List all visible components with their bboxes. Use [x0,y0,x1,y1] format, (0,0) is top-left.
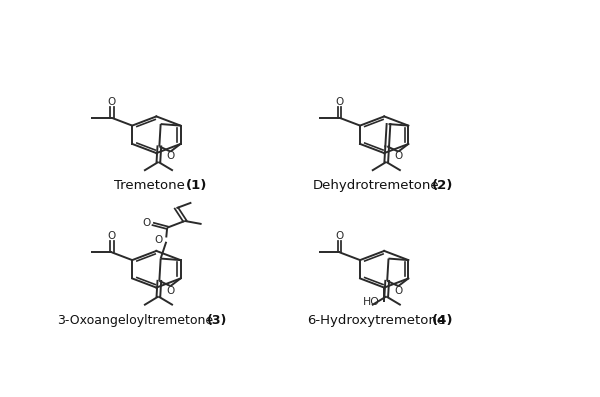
Text: O: O [394,286,403,296]
Text: O: O [335,231,344,241]
Text: HO: HO [363,297,380,307]
Text: Tremetone: Tremetone [114,179,185,192]
Text: (2): (2) [431,179,453,192]
Text: O: O [394,152,403,162]
Text: (1): (1) [186,179,208,192]
Text: (4): (4) [431,314,453,327]
Text: 3-Oxoangeloyltremetone: 3-Oxoangeloyltremetone [58,314,214,327]
Text: O: O [155,235,163,245]
Text: O: O [107,97,116,107]
Text: Dehydrotremetone: Dehydrotremetone [313,179,440,192]
Text: (3): (3) [206,314,227,327]
Text: O: O [166,286,175,296]
Text: O: O [143,218,151,228]
Text: O: O [335,97,344,107]
Text: 6-Hydroxytremetone: 6-Hydroxytremetone [307,314,445,327]
Text: O: O [166,152,175,162]
Text: O: O [107,231,116,241]
